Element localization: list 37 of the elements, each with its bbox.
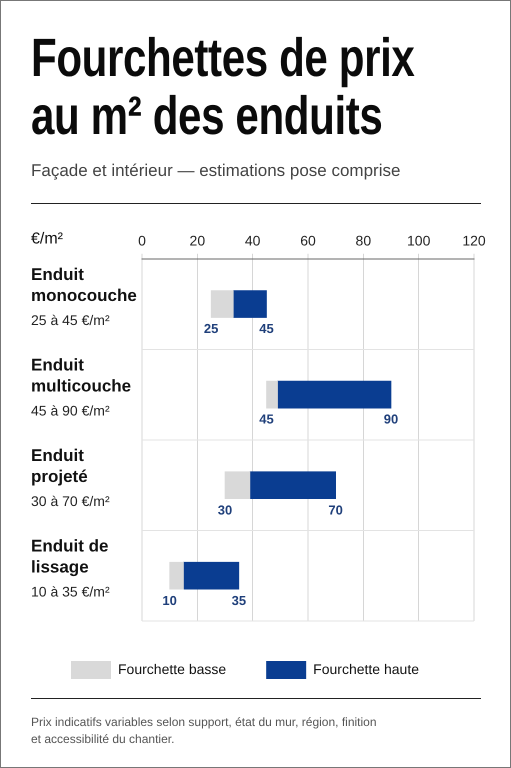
bar	[183, 562, 240, 590]
chart-subtitle: Façade et intérieur — estimations pose comprise	[31, 161, 400, 181]
bar	[169, 562, 184, 590]
x-tick-label: 40	[244, 232, 261, 248]
bar	[232, 290, 267, 318]
x-tick-label: 100	[406, 232, 431, 248]
text: Prix indicatifs variables selon support, état du mur, région, finition et accessibilité du chantier.	[31, 714, 378, 748]
bar	[210, 290, 234, 318]
bar	[250, 471, 336, 500]
annotation: 30	[218, 502, 232, 518]
text: 25 à 45 €/m²	[31, 312, 110, 328]
y-tick-label: Enduit de lissage	[31, 536, 108, 577]
text: 30 à 70 €/m²	[31, 493, 110, 510]
annotation: 45	[259, 412, 274, 427]
x-tick-label: 0	[138, 232, 146, 248]
y-tick-label: Enduit projeté	[31, 446, 88, 486]
annotation: 10	[162, 592, 177, 608]
x-axis-title: €/m²	[31, 230, 64, 248]
bar	[277, 380, 392, 408]
annotation: 35	[232, 592, 246, 608]
bar	[224, 471, 250, 500]
x-tick-label: 20	[190, 232, 206, 248]
text: 10 à 35 €/m²	[31, 584, 110, 600]
x-tick-label: 60	[300, 232, 316, 248]
x-tick-label: 120	[462, 232, 486, 248]
bar	[266, 380, 278, 408]
text: 45 à 90 €/m²	[31, 402, 110, 419]
annotation: 45	[259, 321, 274, 336]
y-tick-label: Enduit multicouche	[31, 356, 132, 396]
chart-title: Fourchettes de prix au m² des enduits	[31, 28, 416, 146]
legend-label: Fourchette haute	[313, 660, 420, 677]
annotation: 90	[384, 412, 398, 427]
annotation: 25	[204, 321, 218, 336]
legend-label: Fourchette basse	[118, 660, 226, 677]
y-tick-label: Enduit monocouche	[31, 265, 137, 306]
annotation: 70	[328, 502, 343, 518]
x-tick-label: 80	[356, 232, 372, 248]
